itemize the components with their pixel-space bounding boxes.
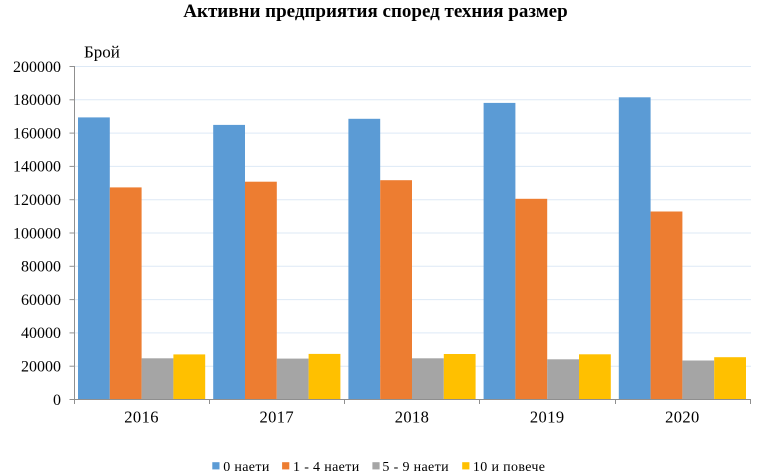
- svg-text:2017: 2017: [259, 408, 294, 427]
- svg-text:Активни предприятия според тех: Активни предприятия според техния размер: [183, 1, 567, 22]
- svg-text:120000: 120000: [13, 192, 61, 209]
- svg-text:2020: 2020: [665, 408, 700, 427]
- svg-text:Брой: Брой: [84, 43, 120, 62]
- svg-text:160000: 160000: [13, 125, 61, 142]
- svg-text:100000: 100000: [13, 225, 61, 242]
- svg-text:40000: 40000: [21, 325, 61, 342]
- svg-text:2018: 2018: [395, 408, 430, 427]
- svg-text:180000: 180000: [13, 92, 61, 109]
- svg-text:0 наети: 0 наети: [223, 460, 270, 472]
- svg-text:60000: 60000: [21, 292, 61, 309]
- svg-text:140000: 140000: [13, 159, 61, 176]
- svg-text:1 - 4 наети: 1 - 4 наети: [293, 460, 360, 472]
- svg-text:2016: 2016: [124, 408, 159, 427]
- svg-text:200000: 200000: [13, 59, 61, 76]
- svg-text:10 и повече: 10 и повече: [473, 460, 545, 472]
- svg-text:2019: 2019: [530, 408, 565, 427]
- svg-text:20000: 20000: [21, 359, 61, 376]
- svg-text:80000: 80000: [21, 259, 61, 276]
- svg-text:0: 0: [53, 392, 61, 409]
- svg-text:5 - 9 наети: 5 - 9 наети: [382, 460, 449, 472]
